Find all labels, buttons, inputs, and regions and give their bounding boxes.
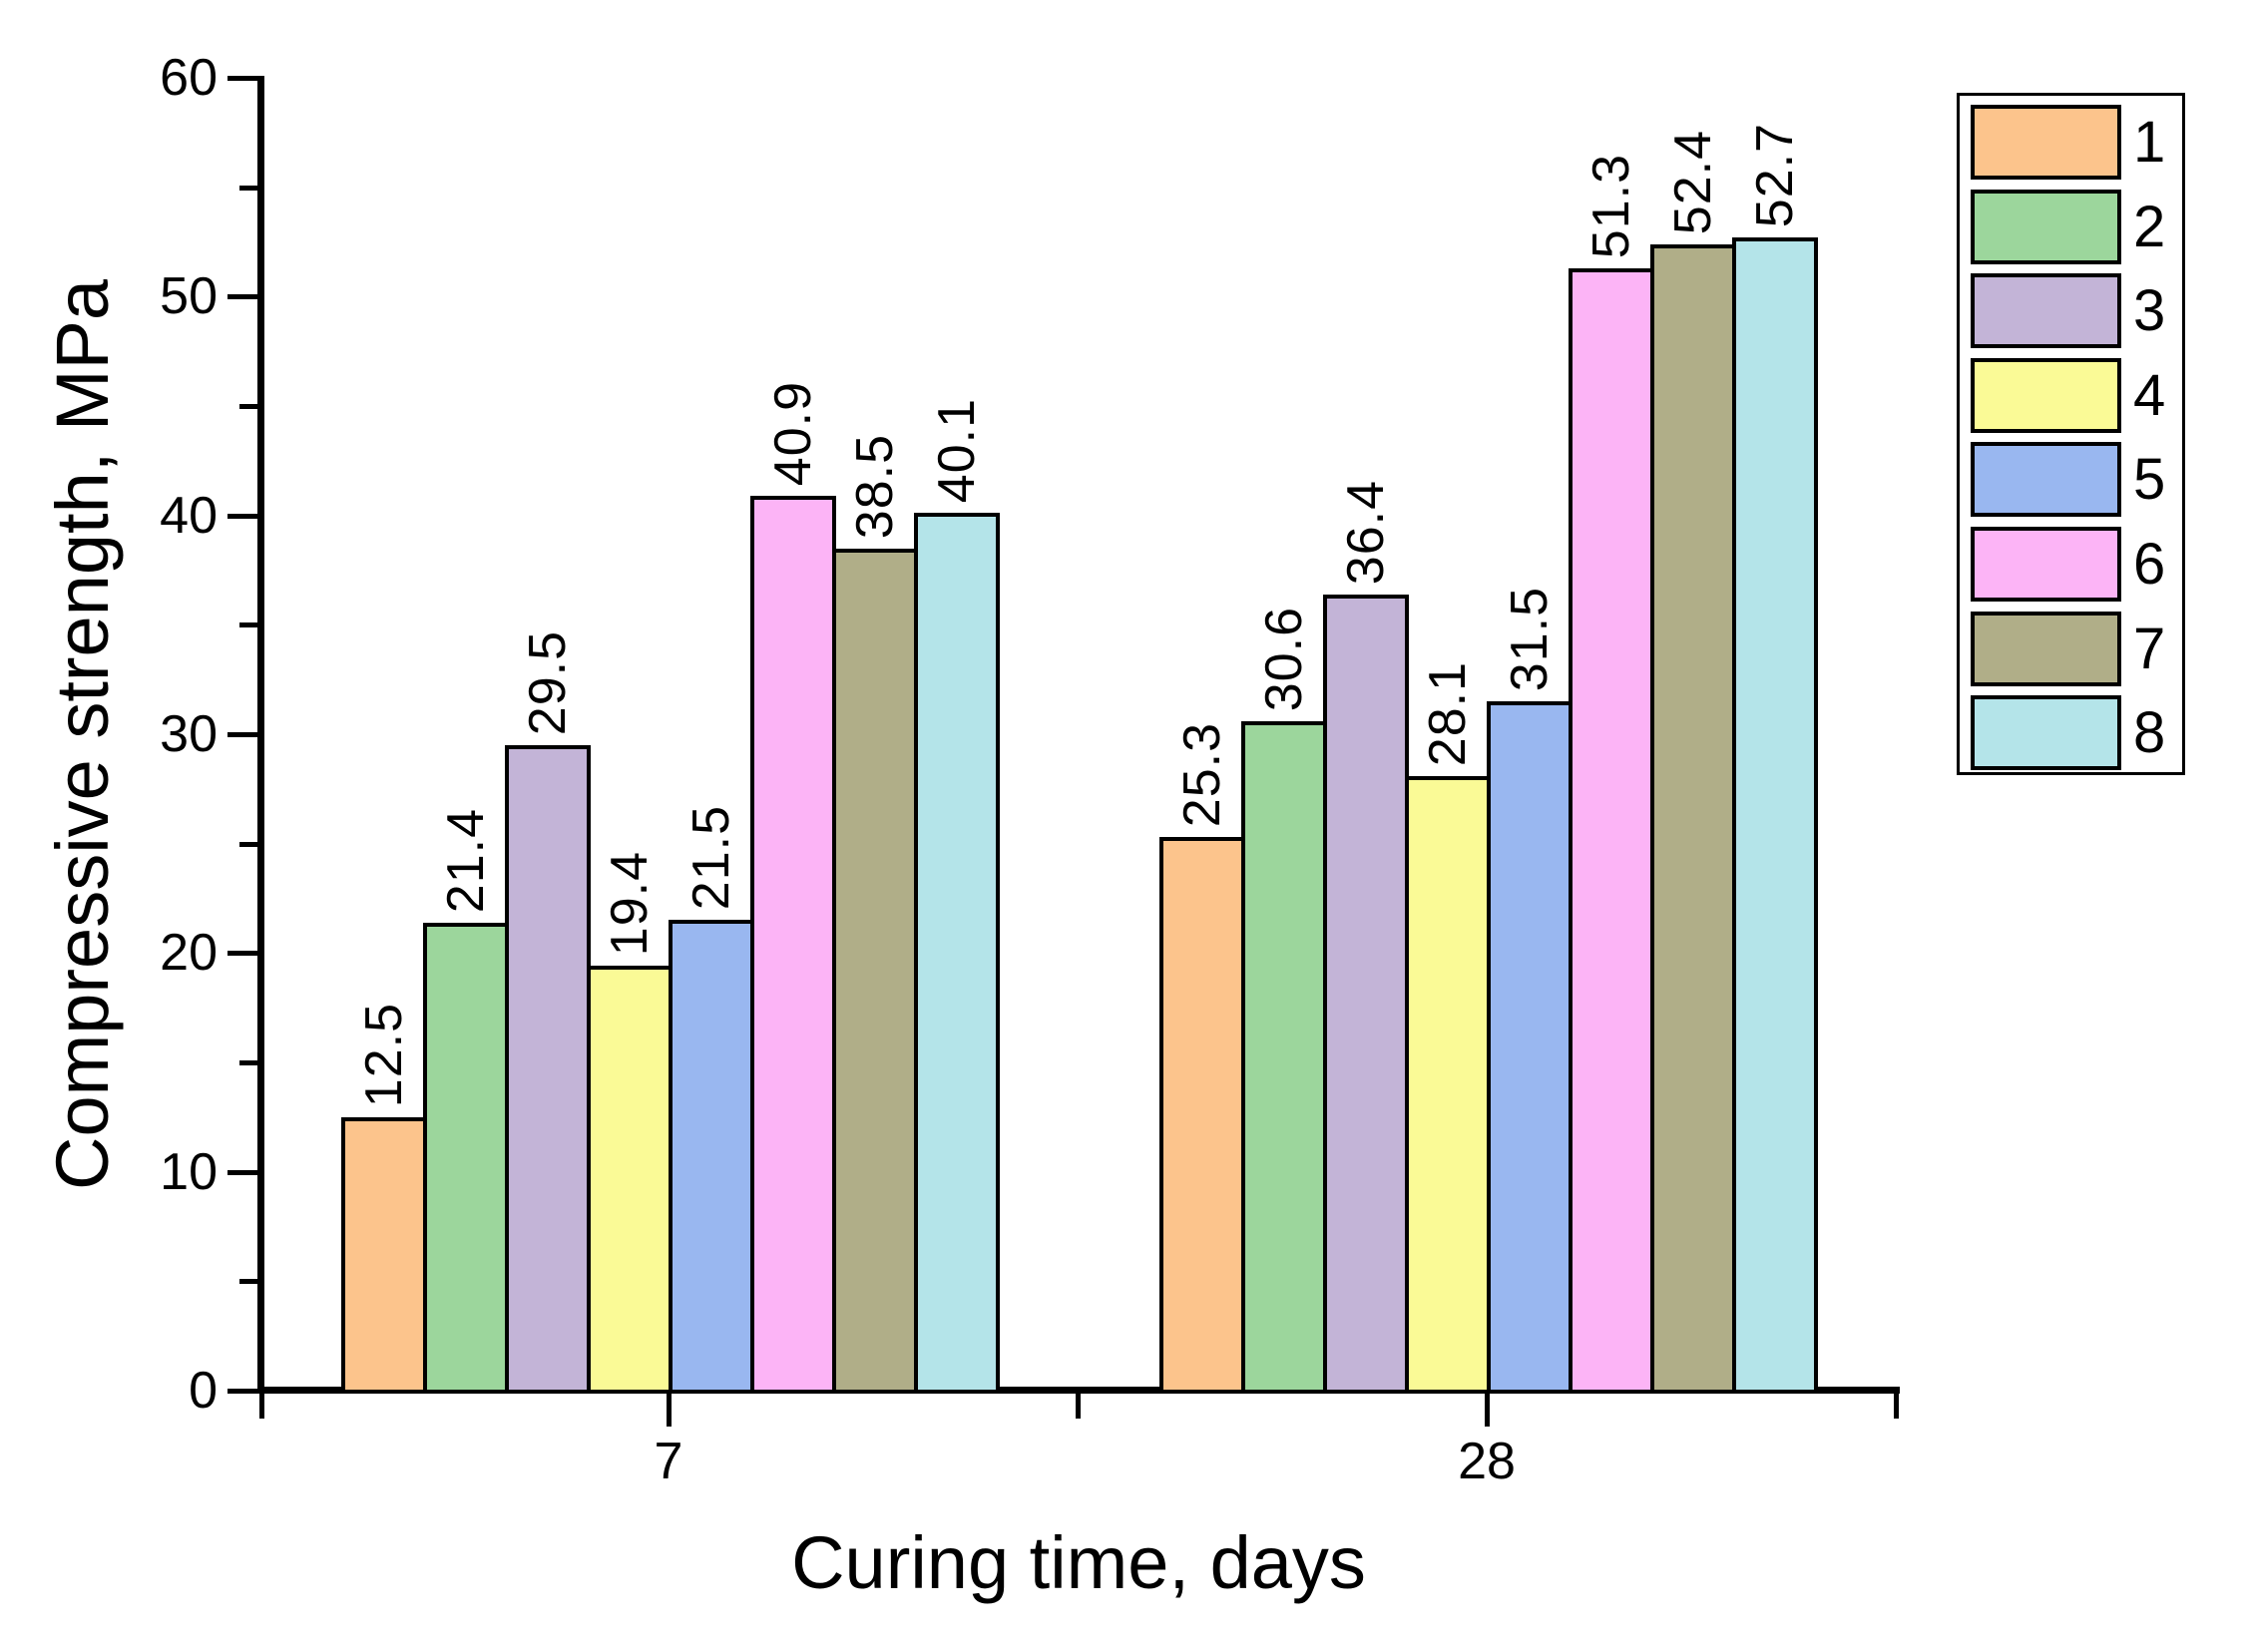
legend-swatch-8 bbox=[1971, 695, 2121, 770]
bar-series8-group7 bbox=[914, 513, 1000, 1394]
bar-series7-group7 bbox=[832, 549, 918, 1394]
bar-series2-group28 bbox=[1241, 721, 1327, 1394]
y-tick-label: 40 bbox=[160, 487, 218, 545]
bar-series7-group28 bbox=[1650, 244, 1736, 1394]
legend-item-label: 6 bbox=[2133, 532, 2166, 597]
legend-item-label: 8 bbox=[2133, 700, 2166, 765]
bar-series6-group7 bbox=[750, 496, 836, 1394]
bar-value-label: 40.1 bbox=[928, 397, 986, 503]
y-major-tick bbox=[227, 732, 261, 737]
bar-value-label: 40.9 bbox=[764, 380, 822, 486]
bar-value-label: 52.7 bbox=[1746, 122, 1804, 227]
bar-value-label: 52.4 bbox=[1664, 129, 1722, 234]
bar-series1-group7 bbox=[341, 1117, 427, 1394]
x-minor-tick bbox=[1076, 1391, 1081, 1419]
bar-value-label: 19.4 bbox=[601, 850, 659, 956]
bar-series5-group7 bbox=[669, 920, 754, 1394]
bar-value-label: 28.1 bbox=[1419, 660, 1477, 766]
legend-item-label: 7 bbox=[2133, 617, 2166, 681]
bar-value-label: 12.5 bbox=[355, 1002, 413, 1107]
legend-swatch-4 bbox=[1971, 358, 2121, 433]
bar-value-label: 38.5 bbox=[846, 433, 904, 539]
bar-series3-group7 bbox=[505, 745, 591, 1394]
legend-swatch-5 bbox=[1971, 442, 2121, 517]
y-minor-tick bbox=[239, 842, 261, 847]
bar-series4-group7 bbox=[587, 966, 673, 1394]
bar-value-label: 21.5 bbox=[682, 804, 740, 910]
y-tick-label: 50 bbox=[160, 267, 218, 325]
y-major-tick bbox=[227, 1389, 261, 1394]
y-major-tick bbox=[227, 1170, 261, 1175]
legend-item-label: 4 bbox=[2133, 363, 2166, 428]
legend-item-label: 2 bbox=[2133, 195, 2166, 259]
bar-value-label: 31.5 bbox=[1501, 586, 1559, 691]
legend-swatch-2 bbox=[1971, 190, 2121, 264]
y-tick-label: 10 bbox=[160, 1143, 218, 1201]
y-major-tick bbox=[227, 951, 261, 956]
y-minor-tick bbox=[239, 622, 261, 627]
bar-value-label: 36.4 bbox=[1337, 479, 1395, 585]
bar-series2-group7 bbox=[423, 923, 509, 1394]
x-minor-tick bbox=[1894, 1391, 1899, 1419]
x-tick-label: 28 bbox=[1458, 1433, 1516, 1490]
bar-series3-group28 bbox=[1323, 595, 1409, 1394]
x-major-tick bbox=[1485, 1391, 1490, 1427]
legend-item-label: 3 bbox=[2133, 278, 2166, 343]
bar-value-label: 51.3 bbox=[1582, 153, 1640, 258]
legend-swatch-3 bbox=[1971, 273, 2121, 348]
bar-series1-group28 bbox=[1159, 837, 1245, 1394]
bar-series4-group28 bbox=[1405, 776, 1491, 1394]
bar-value-label: 21.4 bbox=[437, 807, 495, 913]
y-tick-label: 0 bbox=[189, 1362, 218, 1420]
bar-value-label: 25.3 bbox=[1173, 721, 1231, 827]
bar-series6-group28 bbox=[1569, 268, 1654, 1394]
x-axis-title: Curing time, days bbox=[791, 1521, 1366, 1604]
y-minor-tick bbox=[239, 404, 261, 409]
y-minor-tick bbox=[239, 1279, 261, 1284]
y-major-tick bbox=[227, 514, 261, 519]
x-major-tick bbox=[667, 1391, 672, 1427]
y-tick-label: 60 bbox=[160, 49, 218, 107]
bar-value-label: 29.5 bbox=[519, 629, 577, 735]
y-minor-tick bbox=[239, 186, 261, 191]
legend-item-label: 5 bbox=[2133, 447, 2166, 512]
x-minor-tick bbox=[259, 1391, 264, 1419]
y-major-tick bbox=[227, 76, 261, 81]
legend-swatch-7 bbox=[1971, 612, 2121, 686]
bar-value-label: 30.6 bbox=[1255, 606, 1313, 711]
bar-series8-group28 bbox=[1732, 237, 1818, 1394]
y-minor-tick bbox=[239, 1060, 261, 1065]
legend-swatch-6 bbox=[1971, 527, 2121, 602]
y-axis-title: Compressive strength, MPa bbox=[41, 278, 124, 1190]
y-tick-label: 30 bbox=[160, 705, 218, 763]
x-axis-line bbox=[257, 1387, 1900, 1394]
y-tick-label: 20 bbox=[160, 924, 218, 982]
y-major-tick bbox=[227, 294, 261, 299]
legend: 1 2 3 4 5 6 7 8 bbox=[1957, 93, 2185, 775]
bar-series5-group28 bbox=[1487, 701, 1573, 1394]
legend-swatch-1 bbox=[1971, 105, 2121, 180]
legend-item-label: 1 bbox=[2133, 110, 2166, 175]
x-tick-label: 7 bbox=[654, 1433, 683, 1490]
